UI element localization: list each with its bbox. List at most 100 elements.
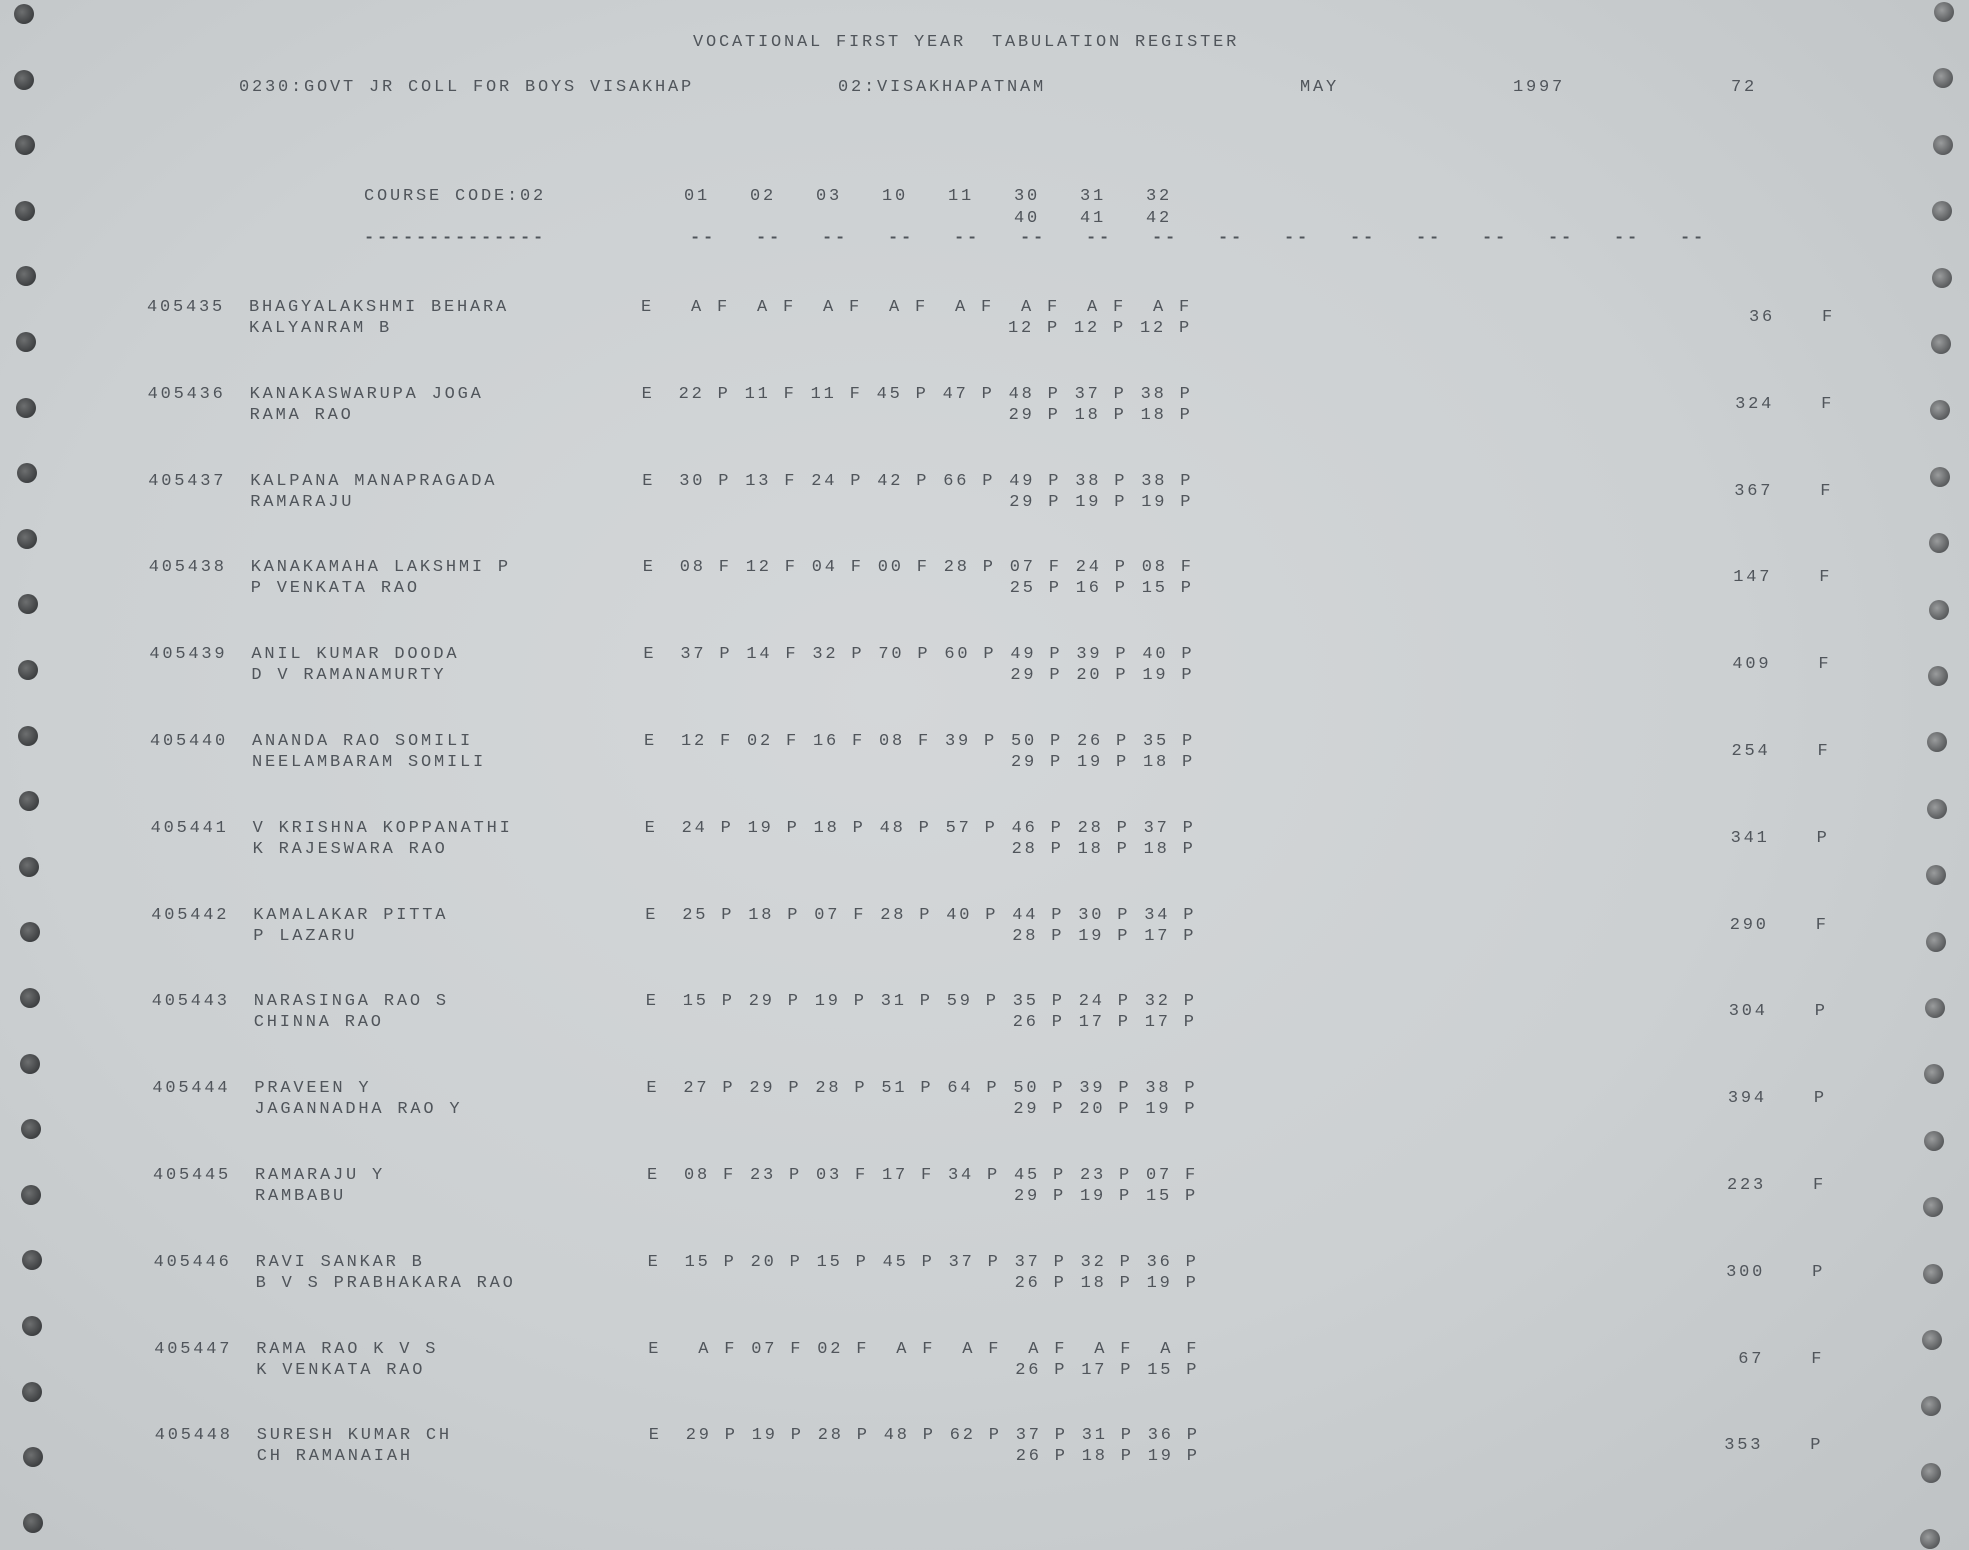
subject-mark: 62 P	[949, 1426, 1002, 1446]
feed-hole	[1934, 2, 1954, 22]
feed-hole	[17, 528, 38, 549]
column-underline: --	[756, 229, 783, 248]
district-name: 02:VISAKHAPATNAM	[838, 78, 1047, 97]
subject-mark: 18 P	[813, 818, 866, 838]
subject-mark: A F	[744, 298, 797, 317]
medium-code: E	[647, 1166, 661, 1185]
subject-mark: 46 P	[1011, 818, 1064, 838]
subject-mark: 31 P	[1081, 1426, 1134, 1446]
practical-mark: 18 P	[1077, 839, 1130, 859]
practical-mark: 28 P	[1011, 839, 1064, 859]
column-underline: --	[1284, 229, 1311, 248]
practical-mark: 17 P	[1144, 1013, 1197, 1033]
subject-mark: 49 P	[1009, 471, 1062, 491]
result-status: P	[1812, 1262, 1826, 1282]
feed-hole	[1931, 267, 1952, 288]
subject-mark: 13 F	[745, 471, 798, 491]
subject-mark: 28 P	[1077, 818, 1130, 838]
feed-hole	[1921, 1396, 1942, 1417]
practical-mark: 29 P	[1011, 753, 1064, 772]
exam-month: MAY	[1300, 78, 1340, 97]
subject-mark: A F	[1008, 298, 1061, 317]
feed-hole	[17, 594, 38, 615]
subject-mark: 37 P	[948, 1252, 1001, 1272]
practical-mark: 18 P	[1081, 1447, 1134, 1467]
subject-mark: 39 P	[1076, 645, 1129, 665]
subject-mark: 28 P	[943, 558, 996, 578]
subject-mark: 39 P	[1079, 1079, 1132, 1099]
column-underline: --	[1680, 229, 1707, 248]
subject-mark: 45 P	[876, 384, 929, 404]
subject-mark: 08 F	[1141, 558, 1194, 578]
subject-mark: 34 P	[1144, 905, 1197, 925]
subject-mark: 45 P	[882, 1252, 935, 1272]
subject-mark: 32 P	[812, 645, 865, 665]
parent-name: B V S PRABHAKARA RAO	[255, 1273, 516, 1293]
feed-hole	[15, 200, 36, 221]
practical-mark: 18 P	[1140, 405, 1193, 425]
total-marks: 147	[1733, 568, 1773, 588]
parent-name: CHINNA RAO	[253, 1013, 384, 1033]
subject-mark: 11 F	[744, 384, 797, 404]
practical-mark: 17 P	[1078, 1013, 1131, 1033]
student-name: ANANDA RAO SOMILI	[252, 732, 474, 751]
subject-mark: 07 F	[751, 1339, 804, 1359]
subject-code-header: 01	[684, 187, 711, 206]
practical-mark: 18 P	[1080, 1273, 1133, 1293]
subject-mark: 48 P	[879, 818, 932, 838]
practical-mark: 17 P	[1144, 926, 1197, 946]
feed-hole	[1932, 201, 1953, 222]
feed-hole	[21, 1184, 42, 1205]
feed-hole	[18, 660, 38, 680]
practical-mark: 29 P	[1013, 1100, 1066, 1120]
subject-mark: A F	[876, 298, 929, 317]
parent-name: D V RAMANAMURTY	[251, 666, 447, 686]
subject-mark: 29 P	[749, 1079, 802, 1099]
subject-mark: 24 P	[811, 471, 864, 491]
subject-mark: 18 P	[748, 905, 801, 925]
subject-mark: 48 P	[1008, 384, 1061, 404]
feed-hole	[1923, 1197, 1944, 1218]
subject-mark: A F	[678, 298, 731, 317]
hall-ticket-number: 405440	[150, 732, 229, 751]
feed-hole	[16, 332, 36, 352]
feed-hole	[1925, 998, 1945, 1018]
course-code: COURSE CODE:02	[364, 187, 547, 206]
subject-mark: 64 P	[947, 1079, 1000, 1099]
total-marks: 341	[1730, 828, 1770, 848]
subject-mark: 25 P	[682, 905, 735, 925]
subject-mark: A F	[949, 1339, 1002, 1359]
total-marks: 353	[1724, 1436, 1764, 1456]
feed-hole	[14, 4, 34, 24]
subject-code-header: 10	[882, 187, 909, 206]
practical-mark: 20 P	[1076, 666, 1129, 686]
subject-mark: 23 P	[750, 1166, 803, 1185]
practical-mark: 26 P	[1015, 1360, 1068, 1380]
feed-hole	[1928, 666, 1948, 686]
subject-mark: 12 F	[745, 558, 798, 578]
subject-mark: 24 P	[681, 818, 734, 838]
exam-year: 1997	[1513, 78, 1566, 97]
column-underline: --	[822, 229, 849, 248]
subject-code-header: 11	[948, 187, 975, 206]
feed-hole	[1920, 1462, 1941, 1483]
student-name: KALPANA MANAPRAGADA	[250, 471, 498, 491]
course-underline: --------------	[364, 229, 547, 248]
subject-mark: 11 F	[810, 384, 863, 404]
medium-code: E	[644, 818, 658, 838]
feed-hole	[16, 397, 37, 418]
result-status: F	[1815, 915, 1829, 935]
subject-mark: 19 P	[814, 992, 867, 1012]
subject-mark: A F	[1147, 1339, 1200, 1359]
hall-ticket-number: 405444	[152, 1079, 231, 1099]
feed-hole	[21, 1250, 42, 1271]
student-name: RAVI SANKAR B	[255, 1252, 425, 1272]
result-status: F	[1811, 1349, 1825, 1369]
feed-hole	[1926, 798, 1947, 819]
student-name: V KRISHNA KOPPANATHI	[252, 818, 513, 838]
subject-code-header: 32	[1146, 187, 1173, 206]
subject-mark: 35 P	[1143, 732, 1196, 751]
subject-mark: 30 P	[1078, 905, 1131, 925]
result-status: P	[1816, 828, 1830, 848]
subject-code-header: 02	[750, 187, 777, 206]
